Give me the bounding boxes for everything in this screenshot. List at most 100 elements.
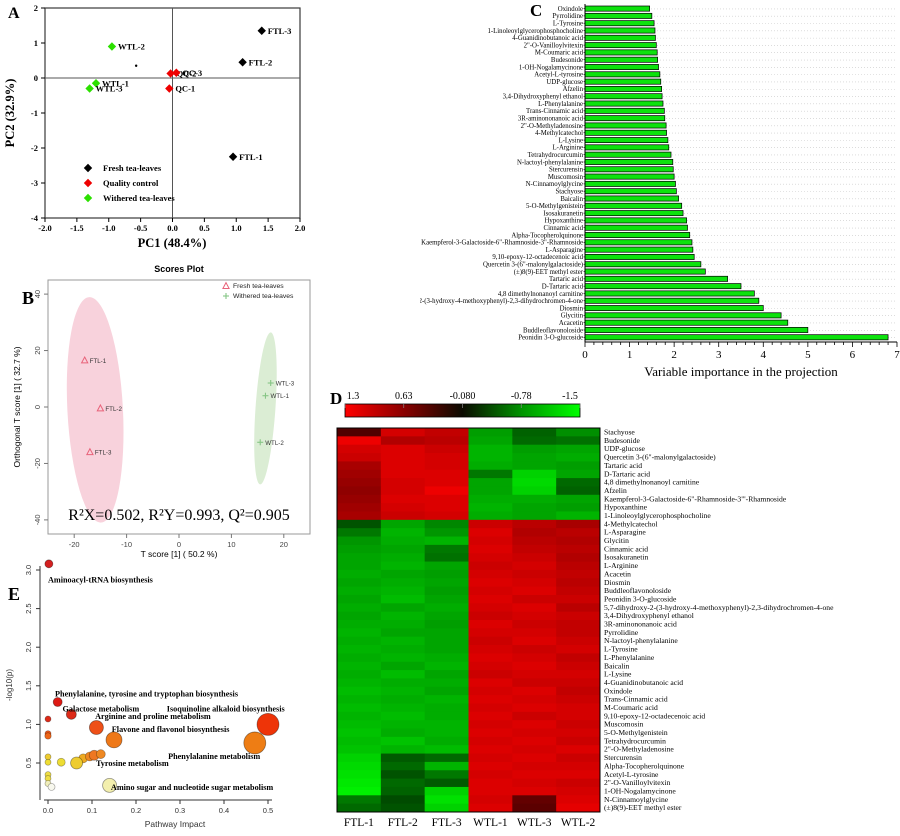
heatmap-cell <box>468 745 513 755</box>
vip-bar-label: M-Coumaric acid <box>535 50 584 57</box>
heatmap-cell <box>424 569 469 579</box>
y-tick-label: 1 <box>34 38 38 48</box>
score-point-label: FTL-1 <box>90 358 107 365</box>
heatmap-cell <box>424 594 469 604</box>
vip-bar-label: Kaempferol-3-Galactoside-6"-Rhamnoside-3… <box>421 240 583 247</box>
x-tick-label: -20 <box>69 540 80 549</box>
heatmap-cell <box>556 611 601 621</box>
heatmap-cell <box>337 461 382 471</box>
heatmap-cell <box>380 770 426 780</box>
heatmap-cell <box>556 478 601 487</box>
pca-point-marker <box>83 163 93 173</box>
pathway-label: Galactose metabolism <box>63 704 140 713</box>
heatmap-cell <box>380 586 426 596</box>
heatmap-cell <box>468 444 513 454</box>
heatmap-row-label: 5,7-dihydroxy-2-(3-hydroxy-4-methoxyphen… <box>604 603 834 612</box>
vip-bar-label: (±)8(9)-EET methyl ester <box>514 269 584 276</box>
vip-bar <box>584 224 688 231</box>
heatmap-cell <box>380 720 426 730</box>
heatmap-cell <box>468 695 513 704</box>
heatmap-cell <box>424 636 469 646</box>
pathway-bubble <box>65 708 77 720</box>
heatmap-cell <box>337 528 382 538</box>
heatmap-cell <box>337 645 382 654</box>
heatmap-cell <box>512 594 557 604</box>
heatmap-cell <box>424 736 469 746</box>
heatmap-cell <box>468 486 513 496</box>
heatmap-cell <box>424 553 469 563</box>
vip-bar-label: L-Lysine <box>558 137 583 144</box>
x-tick-label: 6 <box>850 349 856 361</box>
pca-point-label: FTL-1 <box>239 152 263 162</box>
y-tick-label: 20 <box>33 346 42 354</box>
heatmap-cell <box>468 778 513 788</box>
heatmap-cell <box>556 761 601 771</box>
x-tick-label: 3 <box>716 349 722 361</box>
vip-bar <box>584 85 663 92</box>
heatmap-cell <box>424 519 469 529</box>
heatmap-cell <box>468 428 513 437</box>
y-tick-label: -1 <box>31 108 38 118</box>
vip-bar <box>584 144 670 151</box>
heatmap-cell <box>468 461 513 471</box>
pca-point-label: QC-1 <box>175 84 195 94</box>
heatmap-row-label: Tetrahydrocurcumin <box>604 736 666 745</box>
heatmap-cell <box>337 503 382 512</box>
heatmap-cell <box>380 711 426 721</box>
vip-bar-label: Diosmin <box>560 305 584 312</box>
heatmap-cell <box>424 786 469 796</box>
vip-bar <box>584 232 691 238</box>
heatmap-row-label: Trans-Cinnamic acid <box>604 695 668 704</box>
heatmap-cell <box>468 661 513 671</box>
heatmap-row-label: L-Asparagine <box>604 528 646 537</box>
heatmap-cell <box>380 536 426 546</box>
heatmap-cell <box>380 486 426 496</box>
heatmap-cell <box>468 511 513 521</box>
heatmap-cell <box>337 469 382 479</box>
heatmap-cell <box>468 561 513 571</box>
heatmap-cell <box>512 428 557 437</box>
score-point-label: WTL-1 <box>270 393 289 400</box>
heatmap-cell <box>424 770 469 780</box>
vip-bar-label: 3R-aminononanoic acid <box>518 115 584 122</box>
scale-tick-label: 1.3 <box>347 391 360 402</box>
x-tick-label: 1.0 <box>231 223 242 233</box>
x-tick-label: 1.5 <box>263 223 274 233</box>
vip-bar-label: Quercetin 3-(6"-malonylgalactoside) <box>483 262 583 269</box>
heatmap-cell <box>424 678 469 688</box>
vip-bar-label: Alpha-Tocopherolquinone <box>511 232 583 239</box>
heatmap-cell <box>512 703 557 713</box>
panel-letter-c: C <box>530 1 542 20</box>
heatmap-row-label: 3R-aminononanoic acid <box>604 620 677 629</box>
heatmap-row-label: L-Tyrosine <box>604 645 638 654</box>
heatmap-cell <box>424 486 469 496</box>
heatmap-cell <box>512 695 557 704</box>
heatmap-cell <box>380 578 426 588</box>
heatmap-cell <box>337 478 382 487</box>
heatmap-cell <box>512 511 557 521</box>
triangle-marker <box>222 281 230 289</box>
y-tick-label: 2.5 <box>24 603 33 613</box>
vip-bar <box>584 122 667 129</box>
heatmap-cell <box>556 786 601 796</box>
x-tick-label: 10 <box>227 540 235 549</box>
heatmap-cell <box>556 711 601 721</box>
pca-point-label: WTL-1 <box>102 78 129 88</box>
pathway-label: Phenylalanine metabolism <box>168 752 260 761</box>
heatmap-cell <box>512 645 557 654</box>
vip-bar-label: L-Arginine <box>553 145 583 152</box>
vip-bar <box>584 239 693 246</box>
pca-point-marker <box>228 152 238 161</box>
x-tick-label: 0.5 <box>199 223 210 233</box>
heatmap-cell <box>556 528 601 538</box>
heatmap-cell <box>512 770 557 780</box>
heatmap-cell <box>424 620 469 629</box>
heatmap-cell <box>512 761 557 771</box>
vip-bar <box>584 34 656 41</box>
heatmap-cell <box>337 578 382 588</box>
panel-e-pathway-bubble-plot: 0.0 0.1 0.2 0.3 0.4 0.5 0.5 1.0 1.5 2.0 2.5 3.0 Path… <box>5 559 285 829</box>
heatmap-cell <box>424 645 469 654</box>
pathway-bubble <box>70 756 83 770</box>
heatmap-cell <box>468 686 513 696</box>
heatmap-cell <box>337 736 382 746</box>
